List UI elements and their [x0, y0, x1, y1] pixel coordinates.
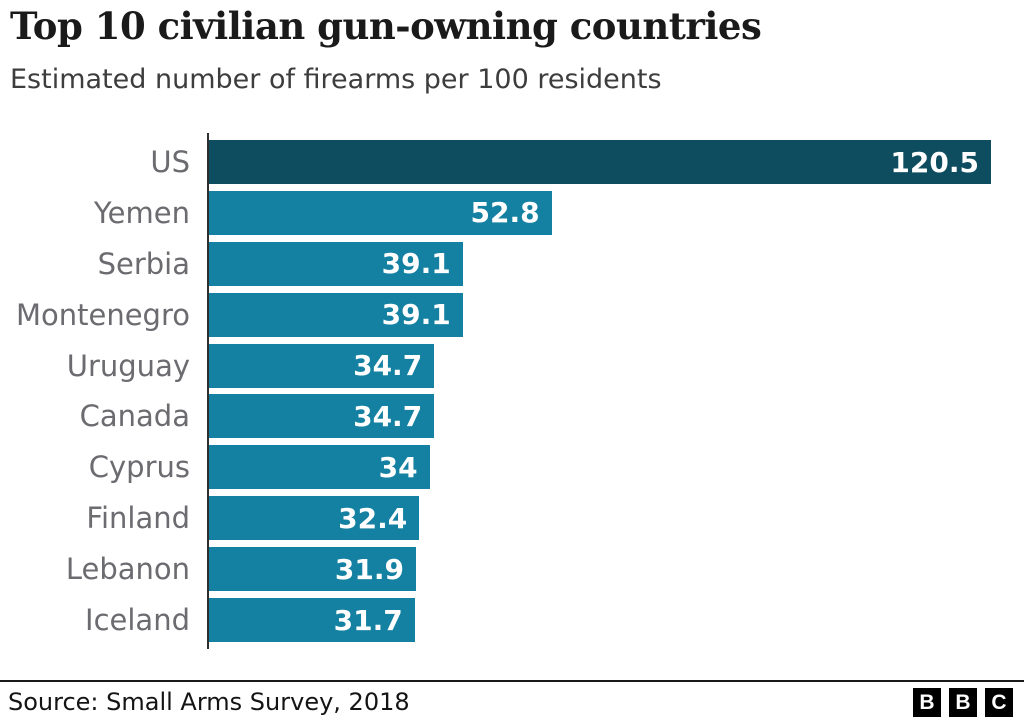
bar-row: Serbia 39.1 [0, 241, 1010, 286]
bar-value-label: 39.1 [381, 247, 451, 281]
bar-value-label: 31.9 [334, 552, 405, 586]
bar-track: 34 [209, 445, 1010, 490]
footer-divider [0, 680, 1024, 682]
category-label: Uruguay [66, 348, 190, 383]
bar-row: Lebanon 31.9 [0, 547, 1010, 592]
bar-chart-plot-area: US 120.5 Yemen 52.8 Serbia 39.1 Montenegro 39.1… [0, 140, 1010, 643]
category-label: Lebanon [65, 552, 190, 587]
bar-row: Canada 34.7 [0, 394, 1010, 439]
bar-row: Finland 32.4 [0, 496, 1010, 541]
bar-value-label: 34.7 [353, 399, 423, 433]
category-label: Canada [79, 399, 190, 434]
bar-track: 34.7 [209, 394, 1010, 439]
source-attribution: Source: Small Arms Survey, 2018 [8, 688, 410, 716]
category-label: Finland [86, 501, 190, 536]
bar: 34.7 [209, 394, 435, 439]
category-label: Iceland [85, 603, 190, 638]
category-label: Cyprus [88, 450, 190, 485]
bar-track: 31.7 [209, 598, 1010, 643]
category-label: Yemen [93, 195, 190, 230]
bar-track: 120.5 [209, 140, 1010, 184]
bar: 31.7 [209, 598, 415, 643]
bar-track: 52.8 [209, 190, 1010, 235]
bar-row: Cyprus 34 [0, 445, 1010, 490]
bar-value-label: 52.8 [470, 196, 540, 230]
bar-value-label: 34 [378, 450, 418, 484]
bar-track: 32.4 [209, 496, 1010, 541]
bar-row: Montenegro 39.1 [0, 292, 1010, 337]
bbc-logo-letter: B [949, 688, 977, 717]
bar-row: Iceland 31.7 [0, 598, 1010, 643]
bar-track: 39.1 [209, 241, 1010, 286]
bar-row: Uruguay 34.7 [0, 343, 1010, 388]
bar-value-label: 39.1 [381, 298, 451, 332]
bar: 34 [209, 445, 430, 490]
bar-track: 39.1 [209, 292, 1010, 337]
bar: 34.7 [209, 343, 435, 388]
bar-track: 34.7 [209, 343, 1010, 388]
y-axis-line [207, 133, 209, 649]
bar: 52.8 [209, 190, 552, 235]
bar-row: US 120.5 [0, 140, 1010, 184]
bar-value-label: 32.4 [338, 501, 408, 535]
bar-value-label: 34.7 [353, 349, 423, 383]
bar-track: 31.9 [209, 547, 1010, 592]
bbc-logo-letter: C [985, 688, 1013, 717]
bar: 32.4 [209, 496, 420, 541]
chart-title: Top 10 civilian gun-owning countries [10, 4, 762, 48]
bar: 120.5 [209, 140, 991, 184]
bar-row: Yemen 52.8 [0, 190, 1010, 235]
bbc-logo-letter: B [913, 688, 941, 717]
category-label: Serbia [97, 246, 190, 281]
category-label: Montenegro [15, 297, 190, 332]
bar: 39.1 [209, 292, 463, 337]
bar-value-label: 31.7 [333, 603, 403, 637]
bar-value-label: 120.5 [890, 145, 979, 179]
category-label: US [150, 145, 190, 179]
bar: 31.9 [209, 547, 417, 592]
bar: 39.1 [209, 241, 463, 286]
chart-subtitle: Estimated number of firearms per 100 res… [10, 64, 662, 95]
